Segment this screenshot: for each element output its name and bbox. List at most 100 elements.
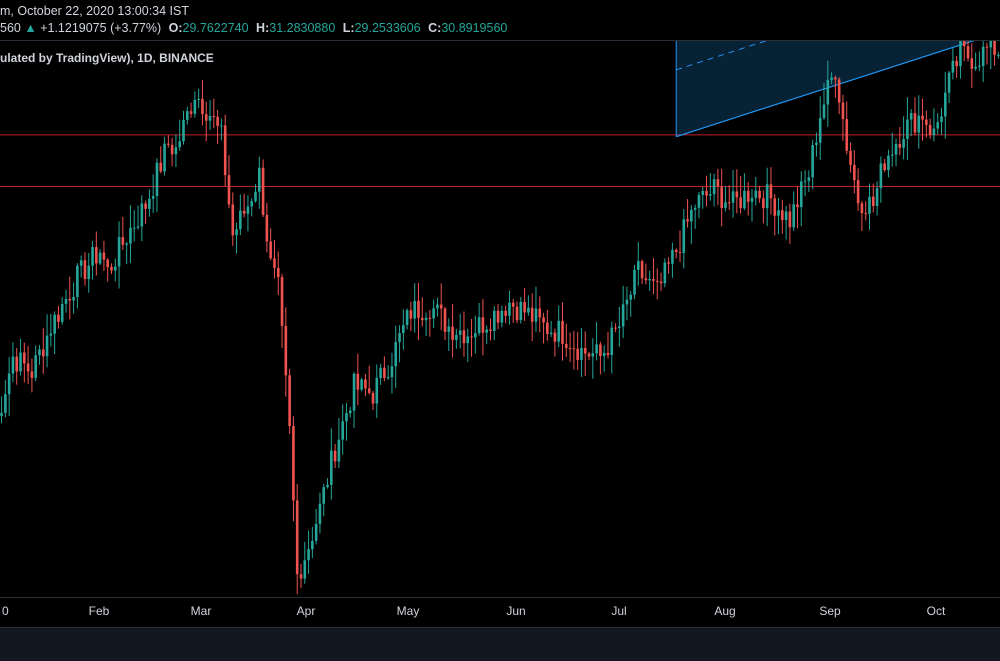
candle-body	[697, 194, 701, 208]
candle-body	[436, 304, 439, 309]
candle-body	[538, 308, 542, 318]
candle-body	[883, 163, 886, 171]
candle-body	[258, 167, 261, 192]
candle-body	[902, 138, 905, 148]
candle-body	[553, 332, 557, 342]
candle-body	[811, 145, 814, 178]
candle-body	[966, 46, 970, 59]
candle-body	[743, 190, 746, 209]
candle-body	[947, 72, 951, 93]
candle-body	[511, 302, 515, 307]
candle-body	[985, 46, 989, 48]
candle-body	[428, 317, 432, 319]
candle-body	[7, 373, 11, 395]
candle-body	[178, 141, 182, 148]
candle-body	[534, 308, 538, 322]
candle-body	[655, 280, 659, 282]
candle-body	[474, 333, 477, 338]
x-tick-label: Sep	[819, 604, 841, 618]
candle-body	[989, 41, 993, 48]
candle-body	[970, 58, 974, 69]
candle-body	[307, 549, 310, 561]
candle-body	[182, 119, 185, 142]
candle-body	[549, 332, 553, 334]
candle-body	[606, 352, 610, 356]
candle-body	[997, 54, 1000, 56]
candle-body	[515, 306, 519, 321]
candle-body	[30, 371, 34, 378]
candle-body	[292, 426, 295, 501]
candle-body	[864, 213, 867, 215]
candle-body	[19, 352, 22, 372]
candle-body	[762, 198, 765, 209]
candle-body	[239, 210, 242, 230]
candle-body	[640, 261, 644, 279]
candle-body	[648, 278, 651, 281]
candle-body	[727, 202, 731, 204]
candle-body	[0, 412, 3, 416]
candle-body	[155, 162, 159, 197]
candle-body	[663, 262, 667, 284]
candle-body	[409, 310, 413, 319]
candle-body	[276, 267, 280, 278]
candle-body	[129, 227, 132, 244]
candle-body	[333, 450, 337, 462]
candle-body	[140, 203, 144, 227]
candle-body	[868, 196, 871, 214]
candle-body	[314, 523, 318, 541]
candlestick-chart[interactable]	[0, 41, 1000, 597]
candle-body	[837, 79, 841, 103]
low-value: 29.2533606	[354, 21, 421, 35]
candle-body	[637, 261, 640, 270]
candle-body	[496, 310, 500, 323]
candle-body	[367, 388, 371, 393]
candle-body	[455, 334, 458, 340]
candle-body	[784, 211, 788, 221]
candle-body	[887, 155, 890, 171]
candle-body	[76, 265, 79, 298]
candle-body	[599, 344, 602, 357]
candle-body	[705, 190, 708, 196]
x-tick-label: Feb	[88, 604, 110, 618]
candle-body	[68, 298, 72, 301]
candle-body	[943, 92, 947, 117]
candle-body	[394, 342, 398, 367]
x-tick-label: Jun	[506, 604, 526, 618]
candle-body	[614, 327, 617, 329]
candle-body	[917, 115, 921, 133]
ohlc-readout: 560 ▲ +1.1219075 (+3.77%) O:29.7622740 H…	[0, 21, 507, 35]
candle-body	[95, 247, 98, 264]
candle-body	[405, 310, 409, 326]
candle-body	[644, 278, 648, 281]
candle-body	[925, 119, 928, 125]
candle-body	[4, 394, 7, 413]
candle-body	[201, 98, 204, 115]
candle-body	[193, 99, 197, 114]
candle-body	[326, 484, 329, 488]
close-label: C:	[428, 21, 442, 35]
candle-body	[110, 266, 113, 271]
candle-body	[587, 353, 591, 357]
candle-body	[386, 377, 390, 379]
candle-body	[371, 392, 375, 404]
candle-body	[208, 116, 212, 121]
x-tick-label: Mar	[190, 604, 212, 618]
candle-body	[254, 191, 257, 202]
candle-body	[659, 281, 663, 284]
candle-body	[352, 373, 356, 411]
candle-body	[701, 190, 705, 195]
candle-body	[709, 194, 712, 196]
candle-body	[913, 113, 917, 133]
candle-body	[360, 379, 363, 390]
candle-body	[299, 574, 303, 579]
candle-body	[758, 190, 761, 199]
header-bar: m, October 22, 2020 13:00:34 IST 560 ▲ +…	[0, 0, 1000, 41]
candle-body	[481, 317, 485, 333]
candle-body	[462, 330, 466, 344]
x-axis[interactable]: 0 Feb Mar Apr May Jun Jul Aug Sep Oct	[0, 597, 1000, 628]
candle-body	[974, 66, 977, 69]
candle-body	[26, 363, 30, 372]
candle-body	[557, 320, 561, 342]
candle-body	[629, 294, 633, 300]
candle-body	[815, 142, 818, 146]
